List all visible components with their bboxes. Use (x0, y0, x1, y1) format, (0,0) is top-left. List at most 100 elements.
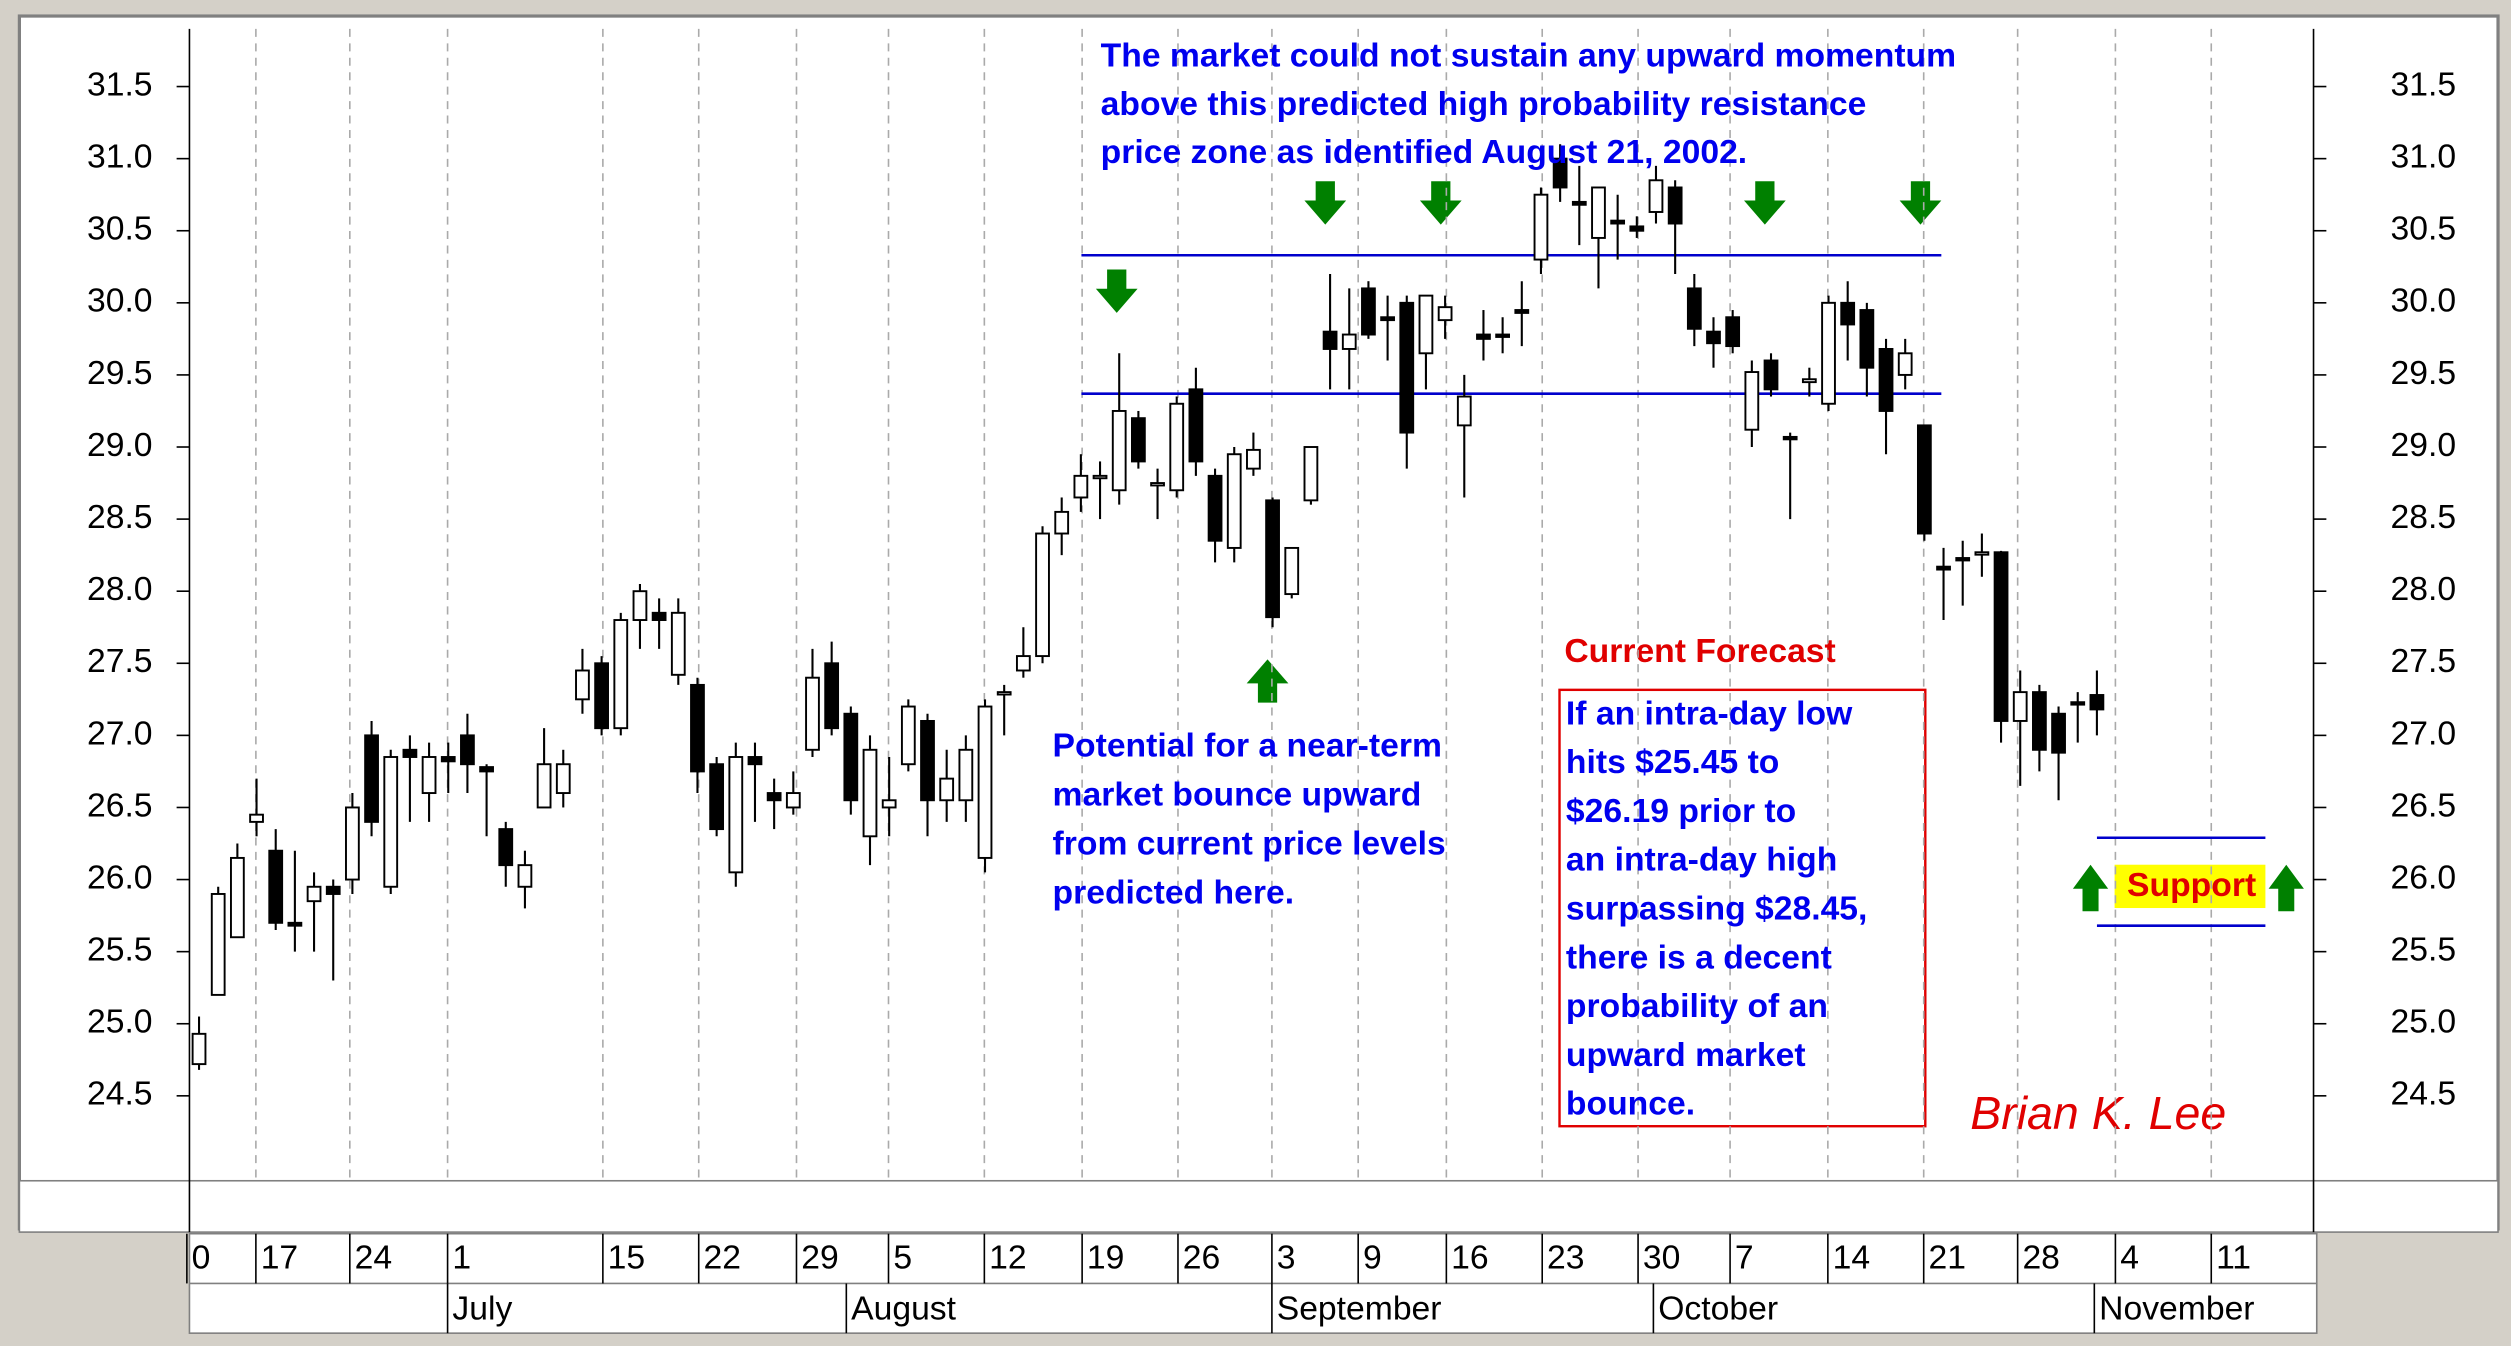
candle-body (1878, 348, 1894, 412)
candle-body (613, 619, 629, 730)
resistance-note: The market could not sustain any upward … (1101, 38, 1956, 75)
down-arrow (1095, 269, 1138, 313)
candle-body (1322, 330, 1338, 350)
y2-tick-label: 30.0 (2391, 283, 2457, 320)
y-tick-label: 29.0 (87, 427, 153, 464)
candle-body (421, 756, 437, 795)
y2-tick-label: 31.0 (2391, 139, 2457, 176)
candle-body (555, 763, 571, 795)
x-tick-label: 17 (261, 1239, 298, 1276)
candle-body (1821, 301, 1836, 405)
y2-tick-label: 29.0 (2391, 427, 2457, 464)
x-tick-label: 0 (192, 1239, 211, 1276)
y-tick-label: 25.0 (87, 1004, 153, 1041)
forecast-note: bounce. (1566, 1086, 1695, 1123)
support-highlight (2114, 864, 2266, 909)
month-label: October (1658, 1291, 1778, 1328)
candle-body (2012, 691, 2028, 722)
candle-body (728, 756, 744, 874)
candle-body (364, 734, 379, 823)
candle-body (1284, 546, 1300, 596)
bounce-note: predicted here. (1053, 874, 1295, 911)
candle-body (2032, 691, 2047, 751)
candle-body (1706, 330, 1721, 345)
up-arrow (2072, 864, 2109, 912)
candle-body (1380, 316, 1395, 322)
x-tick-label: 3 (1277, 1239, 1296, 1276)
forecast-note: there is a decent (1566, 939, 1832, 976)
y-tick-label: 26.5 (87, 787, 153, 824)
y-tick-label: 30.0 (87, 283, 153, 320)
x-tick-label: 9 (1363, 1239, 1382, 1276)
candle-body (920, 719, 935, 802)
y2-tick-label: 27.0 (2391, 715, 2457, 752)
y2-tick-label: 25.5 (2391, 932, 2457, 969)
candle-body (1265, 499, 1280, 619)
forecast-note: $26.19 prior to (1566, 793, 1796, 830)
down-arrow (1744, 181, 1786, 225)
candle-body (210, 893, 226, 996)
y-tick-label: 27.0 (87, 715, 153, 752)
bounce-note: market bounce upward (1053, 776, 1422, 813)
x-tick-label: 19 (1087, 1239, 1124, 1276)
arrows (1095, 181, 2304, 912)
candle-body (1303, 446, 1319, 502)
forecast-note: surpassing $28.45, (1566, 891, 1867, 928)
candle-body (1744, 371, 1760, 431)
y2-tick-label: 27.5 (2391, 643, 2457, 680)
x-tick-label: 22 (704, 1239, 741, 1276)
forecast-note: probability of an (1566, 988, 1828, 1025)
candle-body (460, 734, 475, 766)
candle-body (536, 763, 552, 809)
month-label: August (851, 1291, 957, 1328)
month-label: November (2099, 1291, 2254, 1328)
x-tick-label: 24 (355, 1239, 392, 1276)
candle-body (690, 683, 705, 773)
y2-tick-label: 28.5 (2391, 499, 2457, 536)
y-tick-label: 30.5 (87, 211, 153, 248)
bounce-note: Potential for a near-term (1053, 728, 1442, 765)
candle-body (1188, 388, 1204, 463)
y-tick-label: 29.5 (87, 355, 153, 392)
x-tick-label: 12 (989, 1239, 1026, 1276)
candle-body (1667, 186, 1683, 225)
candle-body (1974, 551, 1990, 556)
candle-body (1418, 294, 1434, 355)
candle-body (1035, 532, 1050, 658)
y-tick-label: 31.0 (87, 139, 153, 176)
x-tick-label: 14 (1833, 1239, 1870, 1276)
resistance-note: price zone as identified August 21, 2002… (1101, 134, 1748, 171)
candle-body (1207, 474, 1223, 542)
x-tick-label: 26 (1183, 1239, 1220, 1276)
x-tick-label: 23 (1547, 1239, 1584, 1276)
candle-body (287, 921, 303, 927)
candle-body (1226, 453, 1242, 549)
bounce-note: from current price levels (1053, 825, 1446, 862)
forecast-title: Current Forecast (1564, 633, 1835, 670)
x-tick-label: 15 (608, 1239, 645, 1276)
up-arrow (1246, 659, 1289, 703)
candle-body (977, 705, 993, 859)
x-tick-label: 21 (1929, 1239, 1966, 1276)
y-tick-label: 25.5 (87, 932, 153, 969)
forecast-note: upward market (1566, 1037, 1806, 1074)
candle-body (1111, 409, 1127, 492)
candle-body (383, 756, 399, 888)
candle-body (306, 885, 322, 903)
candle-body (1610, 219, 1626, 225)
candle-body (249, 813, 264, 823)
candle-body (1476, 333, 1491, 340)
candle-body (1916, 424, 1932, 535)
candle-body (862, 748, 878, 838)
candle-body (1782, 435, 1798, 441)
candle-body (1955, 557, 1971, 562)
down-arrow (1304, 181, 1347, 225)
candle-body (1936, 565, 1951, 571)
candle-body (1456, 395, 1472, 427)
down-arrow (1899, 181, 1942, 225)
volume-panel (18, 1179, 2499, 1233)
candle-body (517, 864, 533, 888)
y-tick-label: 26.0 (87, 859, 153, 896)
candle-body (1437, 306, 1453, 322)
candle-body (766, 792, 782, 802)
